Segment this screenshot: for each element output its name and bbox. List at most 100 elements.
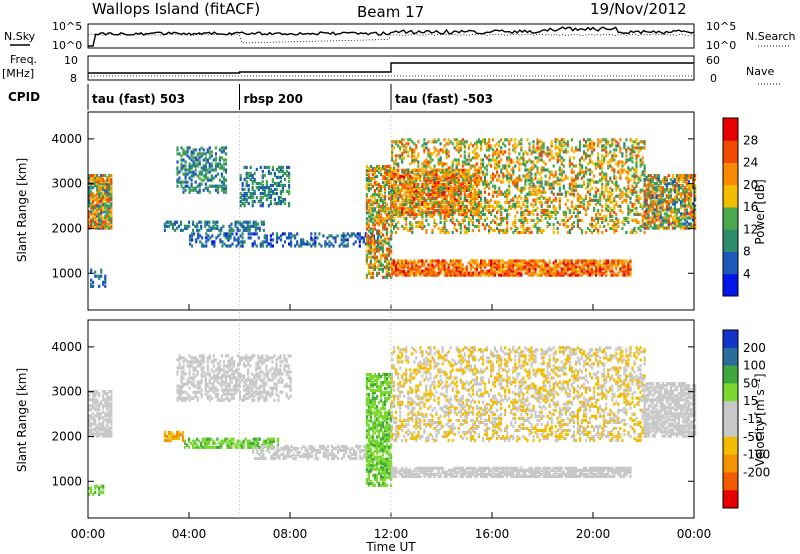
- heatmap-cell: [451, 220, 454, 225]
- heatmap-cell: [275, 192, 279, 196]
- heatmap-cell: [365, 205, 368, 209]
- heatmap-cell: [441, 261, 444, 265]
- heatmap-cell: [243, 240, 246, 244]
- heatmap-cell: [457, 267, 460, 271]
- heatmap-cell: [399, 140, 402, 144]
- heatmap-cell: [421, 226, 424, 231]
- heatmap-cell: [611, 224, 614, 229]
- heatmap-cell: [621, 220, 624, 225]
- heatmap-cell: [259, 204, 262, 208]
- heatmap-cell: [481, 212, 485, 216]
- heatmap-cell: [485, 142, 489, 146]
- heatmap-cell: [371, 217, 374, 221]
- heatmap-cell: [265, 185, 268, 190]
- heatmap-cell: [465, 226, 468, 231]
- heatmap-cell: [395, 230, 398, 235]
- heatmap-cell: [257, 187, 260, 192]
- heatmap-cell: [108, 196, 111, 200]
- heatmap-cell: [518, 263, 521, 267]
- heatmap-cell: [443, 230, 446, 235]
- heatmap-cell: [435, 194, 438, 199]
- heatmap-cell: [206, 150, 209, 154]
- heatmap-cell: [475, 144, 478, 148]
- heatmap-cell: [457, 142, 460, 146]
- heatmap-cell: [279, 167, 283, 171]
- heatmap-cell: [603, 190, 606, 194]
- heatmap-cell: [591, 218, 594, 222]
- heatmap-cell: [260, 220, 263, 224]
- heatmap-cell: [108, 226, 111, 230]
- heatmap-cell: [641, 220, 644, 225]
- heatmap-cell: [435, 176, 438, 180]
- heatmap-cell: [518, 273, 521, 277]
- heatmap-cell: [524, 168, 527, 172]
- heatmap-cell: [417, 152, 420, 156]
- heatmap-cell: [584, 212, 588, 216]
- heatmap-cell: [277, 236, 281, 240]
- beam-label: Beam 17: [357, 3, 424, 21]
- heatmap-cell: [530, 273, 533, 277]
- heatmap-cell: [548, 170, 551, 174]
- heatmap-cell: [222, 182, 225, 186]
- heatmap-cell: [536, 146, 539, 150]
- heatmap-cell: [603, 194, 606, 198]
- heatmap-cell: [643, 214, 646, 218]
- heatmap-cell: [473, 192, 476, 197]
- heatmap-cell: [613, 230, 616, 235]
- heatmap-cell: [479, 204, 483, 208]
- heatmap-cell: [106, 200, 109, 204]
- heatmap-cell: [441, 192, 444, 197]
- heatmap-cell: [401, 213, 404, 217]
- heatmap-cell: [421, 184, 424, 188]
- heatmap-cell: [532, 182, 535, 186]
- heatmap-cell: [194, 164, 197, 168]
- heatmap-cell: [593, 194, 596, 198]
- heatmap-cell: [443, 263, 446, 267]
- heatmap-cell: [421, 208, 424, 212]
- heatmap-cell: [192, 170, 195, 174]
- heatmap-cell: [477, 212, 481, 216]
- heatmap-cell: [542, 190, 545, 194]
- heatmap-cell: [447, 154, 450, 158]
- heatmap-cell: [589, 172, 592, 176]
- heatmap-cell: [613, 259, 616, 263]
- heatmap-cell: [425, 273, 428, 277]
- heatmap-cell: [479, 196, 483, 200]
- heatmap-cell: [512, 196, 515, 200]
- heatmap-cell: [530, 218, 533, 222]
- heatmap-cell: [542, 196, 545, 200]
- heatmap-cell: [188, 188, 191, 192]
- heatmap-cell: [189, 234, 192, 238]
- heatmap-cell: [415, 172, 418, 176]
- heatmap-cell: [403, 205, 406, 209]
- heatmap-cell: [90, 184, 93, 188]
- heatmap-cell: [520, 178, 523, 182]
- heatmap-cell: [595, 212, 598, 216]
- heatmap-cell: [433, 202, 436, 206]
- heatmap-cell: [641, 214, 644, 218]
- heatmap-cell: [623, 273, 626, 277]
- heatmap-cell: [593, 198, 596, 202]
- heatmap-cell: [635, 206, 638, 210]
- heatmap-cell: [580, 156, 584, 160]
- heatmap-cell: [599, 265, 602, 269]
- heatmap-cell: [576, 261, 579, 265]
- heatmap-cell: [645, 216, 648, 220]
- heatmap-cell: [371, 267, 374, 271]
- heatmap-cell: [375, 239, 379, 243]
- heatmap-cell: [423, 168, 426, 172]
- heatmap-cell: [481, 182, 485, 186]
- heatmap-cell: [639, 224, 642, 229]
- heatmap-cell: [241, 202, 244, 206]
- heatmap-cell: [375, 245, 379, 249]
- heatmap-cell: [208, 166, 211, 170]
- heatmap-cell: [401, 168, 404, 172]
- heatmap-cell: [619, 259, 622, 263]
- heatmap-cell: [222, 188, 225, 192]
- heatmap-cell: [425, 269, 428, 273]
- heatmap-cell: [463, 208, 466, 212]
- heatmap-cell: [439, 160, 442, 164]
- heatmap-cell: [508, 180, 511, 184]
- heatmap-cell: [302, 242, 305, 246]
- heatmap-cell: [538, 265, 541, 269]
